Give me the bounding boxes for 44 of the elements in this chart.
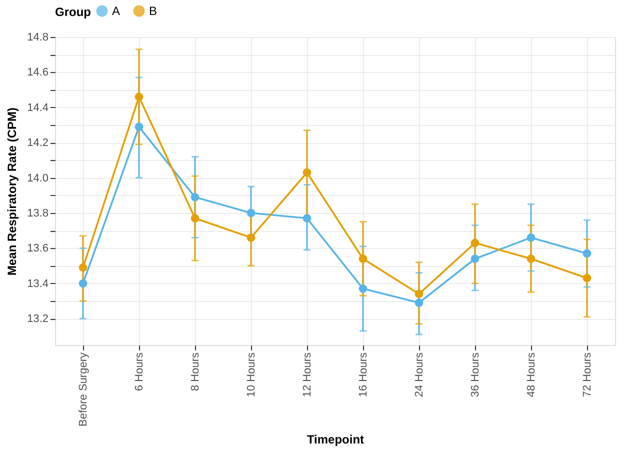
point: [190, 214, 200, 222]
x-tick-label: 48 Hours: [526, 352, 538, 398]
x-axis-title: Timepoint: [306, 432, 364, 446]
x-tick-label: 36 Hours: [470, 352, 482, 398]
point: [190, 192, 200, 202]
point: [134, 92, 144, 102]
x-tick-label: 10 Hours: [246, 352, 258, 398]
x-tick-label: 12 Hours: [302, 352, 314, 398]
x-tick-label: 6 Hours: [134, 352, 146, 392]
x-tick-label: 24 Hours: [414, 352, 426, 398]
y-tick-label: 14.2: [27, 137, 48, 150]
point: [78, 279, 88, 288]
point: [582, 249, 592, 258]
point: [526, 233, 536, 242]
y-tick-label: 14.0: [27, 172, 48, 184]
point: [582, 274, 592, 282]
y-tick-label: 14.4: [27, 102, 48, 114]
x-tick-label: 16 Hours: [358, 352, 370, 398]
y-tick-label: 13.4: [27, 278, 48, 290]
point: [78, 263, 88, 272]
legend-title: Group: [55, 5, 91, 19]
point: [358, 254, 368, 263]
point: [246, 233, 256, 242]
point: [302, 214, 312, 222]
point: [358, 284, 368, 293]
y-tick-label: 13.8: [27, 208, 48, 220]
point: [470, 238, 480, 248]
y-tick-label: 13.2: [27, 313, 48, 326]
point: [414, 298, 424, 307]
point: [302, 168, 312, 177]
point: [246, 208, 256, 218]
x-tick-label: 8 Hours: [190, 352, 202, 392]
point: [414, 290, 424, 298]
point: [526, 254, 536, 263]
y-axis-title: Mean Respiratory Rate (CPM): [5, 107, 20, 276]
y-tick-label: 14.6: [27, 66, 48, 79]
x-tick-label: 72 Hours: [582, 352, 594, 398]
y-tick-label: 13.6: [27, 242, 48, 255]
y-tick-label: 14.8: [27, 32, 48, 44]
legend-label: B: [149, 4, 158, 18]
point: [134, 122, 144, 131]
point: [470, 254, 480, 263]
x-tick-label: Before Surgery: [78, 352, 90, 426]
legend-label: A: [112, 4, 120, 18]
